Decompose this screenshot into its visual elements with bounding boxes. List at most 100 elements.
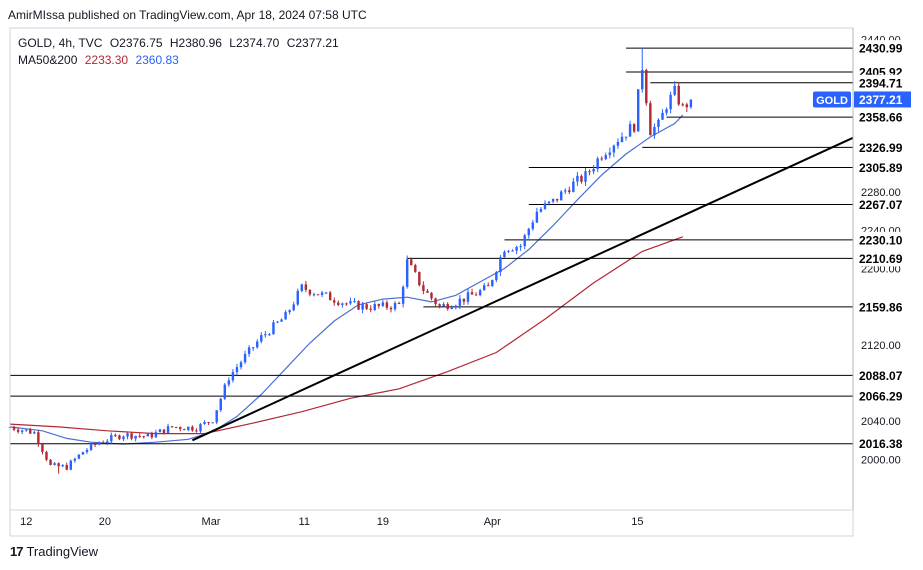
candle-body <box>576 175 579 182</box>
candle-body <box>126 433 129 437</box>
candle-body <box>523 235 526 247</box>
candle-body <box>588 171 591 173</box>
level-tag-bg <box>854 298 911 315</box>
level-label: 2066.29 <box>859 390 903 404</box>
candle-body <box>260 335 263 342</box>
candle-body <box>61 465 64 467</box>
ma50-value: 2233.30 <box>84 53 129 67</box>
moving-averages <box>9 114 684 445</box>
candle-body <box>462 298 466 302</box>
candle-body <box>97 442 101 445</box>
candle-body <box>337 302 340 305</box>
candle-body <box>519 246 522 248</box>
level-tag-bg <box>854 231 911 248</box>
candle-body <box>572 181 575 193</box>
level-tag-bg <box>854 40 911 57</box>
candle-body <box>333 300 336 303</box>
candle-body <box>77 454 81 459</box>
ohlc-legend: GOLD, 4h, TVC O2376.75 H2380.96 L2374.70… <box>18 36 343 50</box>
low-value: L2374.70 <box>229 36 280 50</box>
y-tick-label: 2200.00 <box>861 264 901 276</box>
candle-body <box>434 298 437 305</box>
candle-body <box>223 384 227 399</box>
footer-brand[interactable]: 17 TradingView <box>10 544 98 559</box>
candle-body <box>20 430 24 432</box>
candle-body <box>377 304 381 306</box>
x-tick-label: 20 <box>99 516 111 528</box>
candle-body <box>515 247 518 251</box>
candle-body <box>114 435 117 437</box>
level-tag-bg <box>854 367 911 384</box>
candle-body <box>446 304 449 309</box>
candle-body <box>482 285 486 291</box>
candle-body <box>12 427 16 430</box>
candle-body <box>641 69 644 90</box>
candle-body <box>466 292 470 302</box>
candle-body <box>89 443 93 450</box>
candle-body <box>677 85 680 105</box>
candle-body <box>203 422 206 425</box>
candle-body <box>568 190 571 193</box>
candle-body <box>628 124 632 137</box>
candle-body <box>49 459 52 465</box>
candle-body <box>596 158 599 169</box>
x-tick-label: Mar <box>202 516 221 528</box>
candle-body <box>154 432 158 438</box>
candle-body <box>264 334 267 336</box>
candle-body <box>65 465 68 470</box>
candle-body <box>555 198 559 201</box>
tradingview-logo-icon: 17 <box>10 544 24 559</box>
candle-body <box>118 435 121 440</box>
y-tick-label: 2040.00 <box>861 416 901 428</box>
candle-body <box>539 208 543 212</box>
candle-body <box>503 251 506 258</box>
candle-body <box>256 341 259 348</box>
trendline-layer <box>191 136 854 442</box>
open-value: O2376.75 <box>109 36 163 50</box>
close-value: C2377.21 <box>286 36 339 50</box>
candle-body <box>559 191 563 201</box>
level-tag-bg <box>854 435 911 452</box>
x-tick-label: 11 <box>299 516 310 528</box>
candle-body <box>612 145 616 153</box>
candle-body <box>624 136 628 138</box>
candle-body <box>478 290 482 296</box>
candle-body <box>547 201 551 204</box>
y-tick-label: 2000.00 <box>861 454 901 466</box>
candle-body <box>418 271 421 286</box>
candle-body <box>134 435 137 439</box>
candle-body <box>365 304 368 309</box>
x-tick-label: 15 <box>631 516 643 528</box>
current-price-tag-bg <box>854 91 911 108</box>
candle-body <box>24 429 28 431</box>
level-label: 2159.86 <box>859 300 903 314</box>
candle-body <box>73 458 77 461</box>
ma-legend: MA50&200 2233.30 2360.83 <box>18 53 183 67</box>
candle-body <box>511 250 514 252</box>
candle-body <box>653 127 656 136</box>
ma-label[interactable]: MA50&200 <box>18 53 78 67</box>
candle-body <box>150 433 154 438</box>
candle-body <box>191 426 194 431</box>
ma200-value: 2360.83 <box>135 53 179 67</box>
candle-body <box>369 308 372 310</box>
candle-body <box>491 280 494 286</box>
level-label: 2210.69 <box>859 252 903 266</box>
candle-body <box>296 290 299 305</box>
candle-body <box>426 291 429 293</box>
symbol-label[interactable]: GOLD, 4h, TVC <box>18 36 103 50</box>
publisher-line: AmirMIssa published on TradingView.com, … <box>8 8 367 22</box>
candle-body <box>689 99 693 108</box>
current-price-label: 2377.21 <box>859 93 903 107</box>
candle-body <box>499 257 502 273</box>
candle-body <box>239 362 243 368</box>
level-label: 2430.99 <box>859 42 903 56</box>
candle-body <box>531 222 535 229</box>
level-tag-bg <box>854 388 911 405</box>
candle-body <box>450 307 453 309</box>
candle-body <box>385 302 389 308</box>
candle-body <box>53 463 56 465</box>
candle-body <box>219 398 222 411</box>
candle-body <box>543 203 547 209</box>
